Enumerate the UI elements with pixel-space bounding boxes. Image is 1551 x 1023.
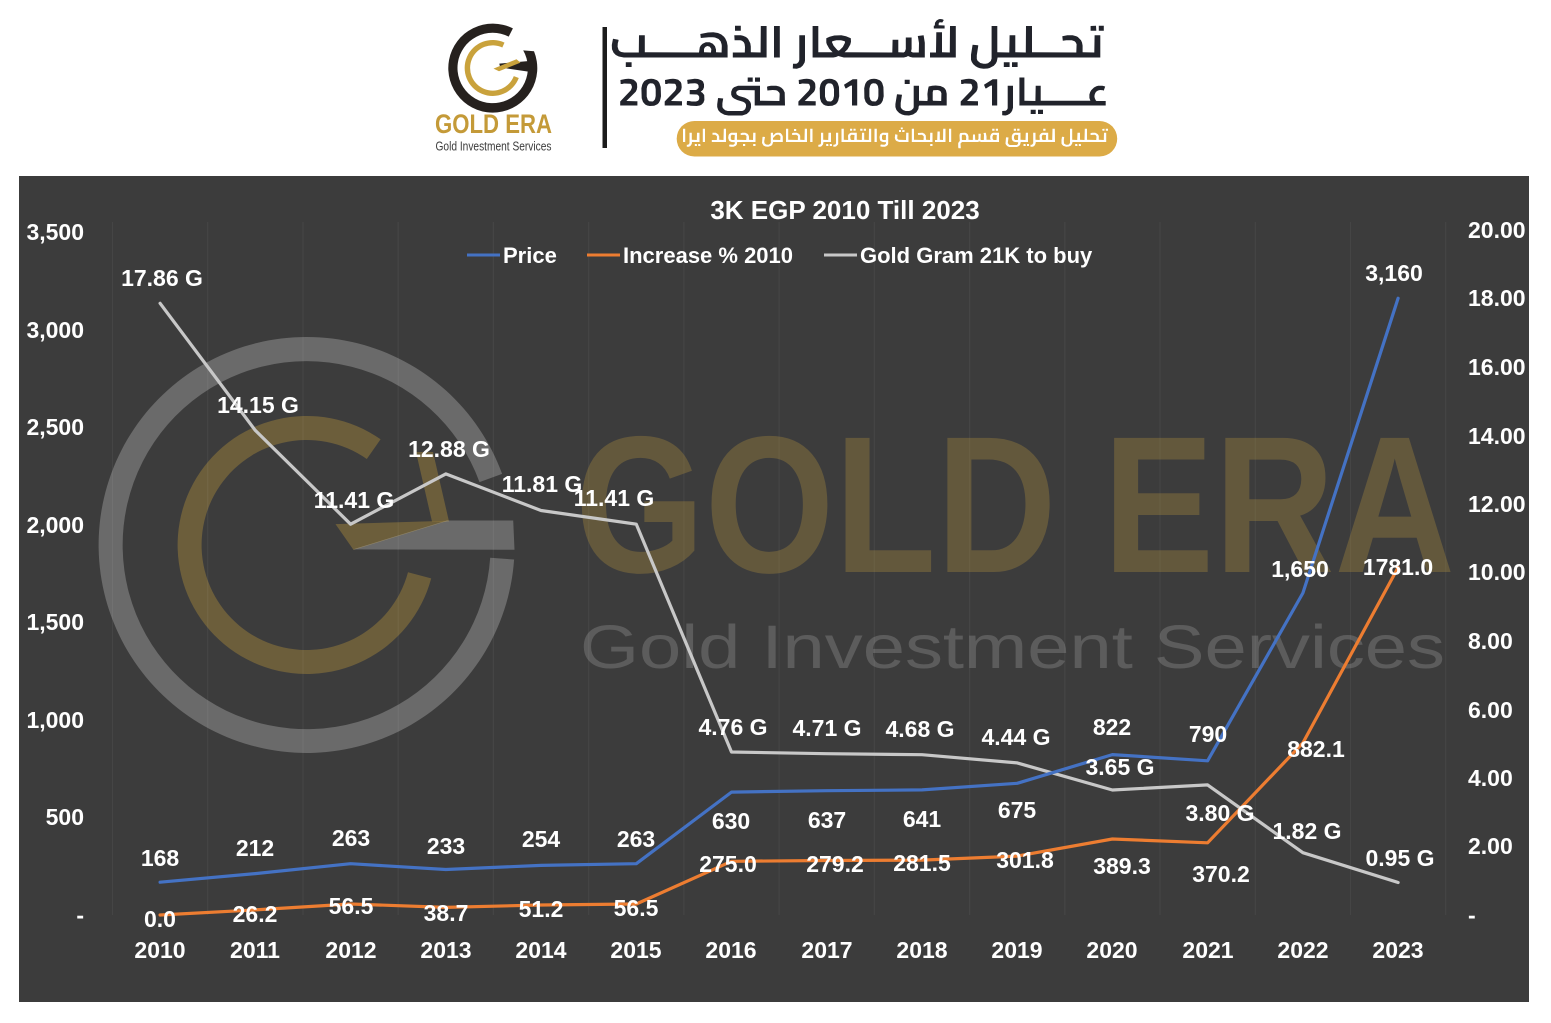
svg-text:2020: 2020 xyxy=(1086,937,1137,963)
svg-text:637: 637 xyxy=(808,807,846,833)
svg-text:641: 641 xyxy=(903,806,942,832)
svg-text:4.68 G: 4.68 G xyxy=(885,716,954,742)
svg-text:1,000: 1,000 xyxy=(26,707,84,733)
svg-text:2016: 2016 xyxy=(705,937,756,963)
svg-text:500: 500 xyxy=(46,804,84,830)
svg-text:822: 822 xyxy=(1093,714,1131,740)
svg-text:-: - xyxy=(1468,902,1476,928)
svg-text:11.81 G: 11.81 G xyxy=(502,471,583,497)
svg-text:51.2: 51.2 xyxy=(519,896,564,922)
svg-text:254: 254 xyxy=(522,826,561,852)
svg-text:56.5: 56.5 xyxy=(329,893,374,919)
svg-text:8.00: 8.00 xyxy=(1468,628,1513,654)
svg-text:18.00: 18.00 xyxy=(1468,285,1526,311)
svg-text:Gold Investment Services: Gold Investment Services xyxy=(580,613,1445,681)
svg-text:1781.0: 1781.0 xyxy=(1363,554,1433,580)
svg-text:2.00: 2.00 xyxy=(1468,833,1513,859)
svg-text:675: 675 xyxy=(998,797,1037,823)
svg-text:2017: 2017 xyxy=(801,937,852,963)
svg-text:26.2: 26.2 xyxy=(233,901,278,927)
svg-text:2023: 2023 xyxy=(1372,937,1423,963)
svg-text:2019: 2019 xyxy=(991,937,1042,963)
svg-text:212: 212 xyxy=(236,835,274,861)
svg-text:38.7: 38.7 xyxy=(424,900,469,926)
svg-text:12.88 G: 12.88 G xyxy=(408,436,490,462)
svg-text:Increase % 2010: Increase % 2010 xyxy=(623,243,793,268)
svg-text:2022: 2022 xyxy=(1277,937,1328,963)
svg-text:4.00: 4.00 xyxy=(1468,765,1513,791)
svg-text:14.15 G: 14.15 G xyxy=(217,392,299,418)
svg-text:10.00: 10.00 xyxy=(1468,559,1526,585)
svg-text:2010: 2010 xyxy=(134,937,185,963)
svg-text:Price: Price xyxy=(503,243,557,268)
svg-text:263: 263 xyxy=(332,825,370,851)
svg-text:0.0: 0.0 xyxy=(144,906,176,932)
svg-text:56.5: 56.5 xyxy=(614,895,659,921)
svg-text:12.00: 12.00 xyxy=(1468,491,1526,517)
svg-text:630: 630 xyxy=(712,808,750,834)
svg-text:16.00: 16.00 xyxy=(1468,354,1526,380)
svg-text:1.82 G: 1.82 G xyxy=(1272,818,1341,844)
svg-text:1,650: 1,650 xyxy=(1271,556,1329,582)
svg-text:2,500: 2,500 xyxy=(26,414,84,440)
svg-text:301.8: 301.8 xyxy=(996,847,1054,873)
svg-text:3K EGP 2010 Till 2023: 3K EGP 2010 Till 2023 xyxy=(710,195,979,225)
svg-text:2018: 2018 xyxy=(896,937,947,963)
svg-text:3.65 G: 3.65 G xyxy=(1085,754,1154,780)
svg-text:263: 263 xyxy=(617,826,655,852)
svg-text:2014: 2014 xyxy=(515,937,566,963)
svg-text:168: 168 xyxy=(141,845,180,871)
svg-text:11.41 G: 11.41 G xyxy=(314,487,395,513)
svg-text:2011: 2011 xyxy=(230,937,280,963)
svg-text:279.2: 279.2 xyxy=(806,851,864,877)
svg-text:790: 790 xyxy=(1189,721,1227,747)
svg-text:2015: 2015 xyxy=(610,937,661,963)
svg-text:4.71 G: 4.71 G xyxy=(792,715,861,741)
svg-text:3,000: 3,000 xyxy=(26,317,84,343)
svg-text:2021: 2021 xyxy=(1182,937,1233,963)
svg-text:275.0: 275.0 xyxy=(699,851,757,877)
svg-text:1,500: 1,500 xyxy=(26,609,84,635)
svg-text:GOLD ERA: GOLD ERA xyxy=(435,109,552,139)
svg-text:4.44 G: 4.44 G xyxy=(981,724,1050,750)
svg-text:6.00: 6.00 xyxy=(1468,697,1513,723)
svg-text:4.76 G: 4.76 G xyxy=(698,714,767,740)
svg-text:370.2: 370.2 xyxy=(1192,861,1250,887)
svg-text:14.00: 14.00 xyxy=(1468,423,1526,449)
svg-text:882.1: 882.1 xyxy=(1287,736,1345,762)
svg-text:3.80 G: 3.80 G xyxy=(1185,800,1254,826)
svg-text:11.41 G: 11.41 G xyxy=(574,485,655,511)
svg-text:Gold Investment Services: Gold Investment Services xyxy=(436,139,552,154)
svg-text:0.95 G: 0.95 G xyxy=(1365,845,1434,871)
svg-text:-: - xyxy=(76,902,84,928)
svg-text:20.00: 20.00 xyxy=(1468,217,1526,243)
svg-text:17.86 G: 17.86 G xyxy=(121,265,203,291)
svg-text:233: 233 xyxy=(427,833,465,859)
svg-text:389.3: 389.3 xyxy=(1093,853,1151,879)
svg-text:2013: 2013 xyxy=(420,937,471,963)
svg-text:Gold Gram 21K to buy: Gold Gram 21K to buy xyxy=(860,243,1093,268)
svg-text:2,000: 2,000 xyxy=(26,512,84,538)
svg-text:3,160: 3,160 xyxy=(1365,260,1423,286)
svg-text:2012: 2012 xyxy=(325,937,376,963)
svg-text:3,500: 3,500 xyxy=(26,219,84,245)
svg-text:281.5: 281.5 xyxy=(893,850,951,876)
